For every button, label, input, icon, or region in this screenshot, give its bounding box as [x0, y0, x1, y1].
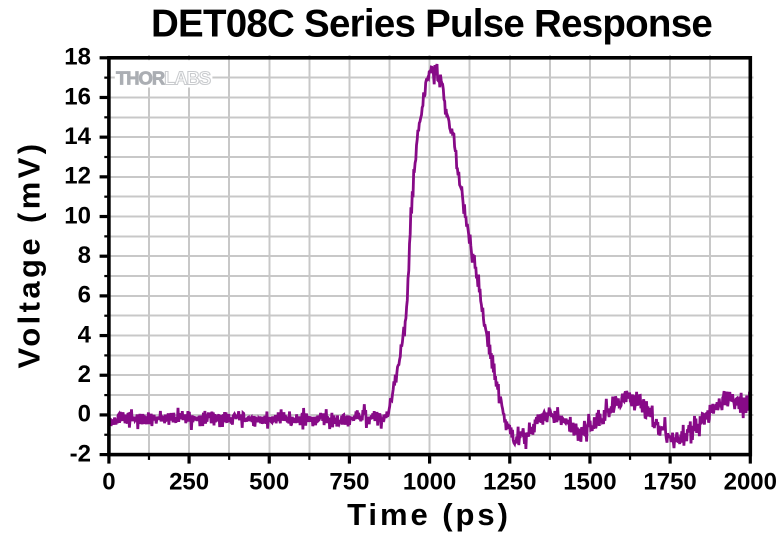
svg-text:THORLABS: THORLABS: [116, 67, 211, 88]
svg-text:0: 0: [78, 401, 91, 428]
svg-text:2000: 2000: [724, 469, 777, 496]
svg-text:8: 8: [78, 242, 91, 269]
svg-text:16: 16: [64, 83, 91, 110]
svg-text:1000: 1000: [403, 469, 456, 496]
svg-text:10: 10: [64, 202, 91, 229]
svg-text:14: 14: [64, 123, 91, 150]
svg-text:12: 12: [64, 163, 91, 190]
svg-text:-2: -2: [70, 440, 91, 467]
svg-text:1500: 1500: [563, 469, 616, 496]
svg-text:2: 2: [78, 361, 91, 388]
svg-text:1750: 1750: [643, 469, 696, 496]
svg-text:4: 4: [78, 321, 92, 348]
svg-text:Time (ps): Time (ps): [347, 497, 511, 532]
svg-text:6: 6: [78, 282, 91, 309]
svg-text:500: 500: [249, 469, 289, 496]
svg-text:Voltage (mV): Voltage (mV): [12, 141, 47, 369]
svg-text:250: 250: [169, 469, 209, 496]
svg-text:0: 0: [102, 469, 115, 496]
svg-text:750: 750: [329, 469, 369, 496]
svg-text:DET08C Series Pulse Response: DET08C Series Pulse Response: [151, 3, 712, 46]
svg-text:1250: 1250: [483, 469, 536, 496]
svg-text:18: 18: [64, 44, 91, 71]
